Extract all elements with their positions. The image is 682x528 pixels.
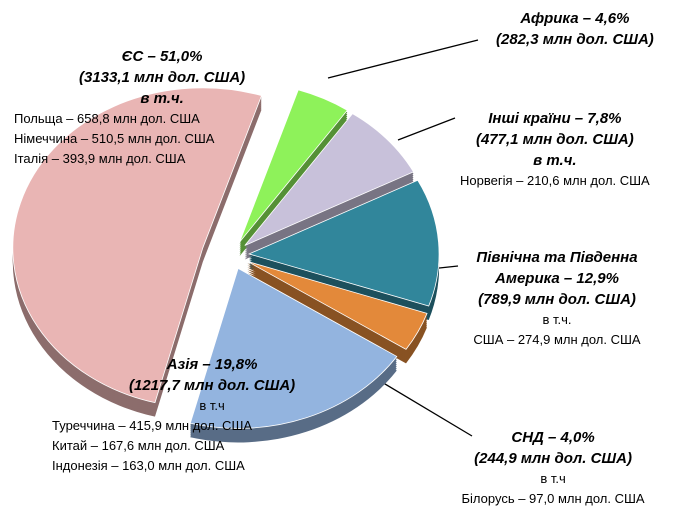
slice-heading: ЄС – 51,0% (121, 48, 203, 65)
slice-note: США – 274,9 млн дол. США (473, 332, 641, 347)
slice-note: в т.ч. (542, 312, 572, 327)
leader-line (327, 39, 479, 79)
slice-label: Північна та Південна Америка – 12,9% (789… (457, 247, 657, 350)
slice-heading: Африка – 4,6% (520, 10, 630, 27)
slice-heading: Північна та Південна Америка – 12,9% (476, 249, 638, 287)
slice-amount: в т.ч. (533, 152, 577, 169)
slice-amount: (244,9 млн дол. США) (474, 450, 632, 467)
slice-tops (12, 87, 440, 429)
slice-heading: СНД – 4,0% (511, 429, 595, 446)
slice-label: Африка – 4,6% (282,3 млн дол. США) (496, 8, 654, 50)
detail-line: Китай – 167,6 млн дол. США (52, 438, 225, 453)
slice-amount: (789,9 млн дол. США) (478, 291, 636, 308)
slice-amount: (3133,1 млн дол. США) (79, 69, 246, 86)
slice-amount: (477,1 млн дол. США) (475, 131, 634, 148)
slice-label: Азія – 19,8% (1217,7 млн дол. США) в т.ч (129, 354, 295, 416)
slice (239, 89, 348, 243)
slice-label: СНД – 4,0% (244,9 млн дол. США) в т.ч Білор… (462, 427, 645, 509)
slice-label: Інші країни – 7,8% (477,1 млн дол. США) в … (460, 108, 650, 191)
slice-note: в т.ч (199, 398, 225, 413)
slice (189, 267, 398, 429)
slice-amount: в т.ч. (140, 90, 184, 107)
slice-note: в т.ч (540, 471, 566, 486)
detail-line: Польща – 658,8 млн дол. США (14, 111, 200, 126)
slice-note: Білорусь – 97,0 млн дол. США (461, 491, 645, 506)
slice-heading: Інші країни – 7,8% (488, 110, 622, 127)
slice-amount: (1217,7 млн дол. США) (129, 377, 296, 394)
leader-line (397, 117, 456, 141)
detail-line: Німеччина – 510,5 млн дол. США (14, 131, 215, 146)
detail-list: Туреччина – 415,9 млн дол. США Китай – 16… (52, 416, 252, 476)
slice (247, 260, 428, 350)
slice-amount: (282,3 млн дол. США) (496, 31, 654, 48)
slice-label: ЄС – 51,0% (3133,1 млн дол. США) в т.ч. (79, 46, 245, 109)
slice (247, 179, 440, 307)
detail-line: Індонезія – 163,0 млн дол. США (52, 458, 245, 473)
slice (244, 113, 415, 246)
detail-list: Польща – 658,8 млн дол. США Німеччина – 5… (14, 109, 214, 169)
slice-note: Норвегія – 210,6 млн дол. США (460, 173, 650, 188)
detail-line: Італія – 393,9 млн дол. США (14, 151, 186, 166)
detail-line: Туреччина – 415,9 млн дол. США (52, 418, 253, 433)
slice-heading: Азія – 19,8% (166, 356, 258, 373)
slice (12, 87, 263, 404)
